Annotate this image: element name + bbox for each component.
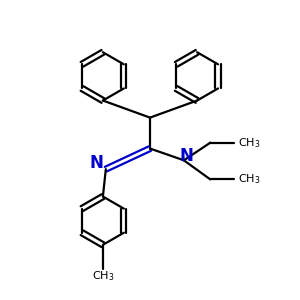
Text: CH$_3$: CH$_3$ [238, 172, 261, 186]
Text: CH$_3$: CH$_3$ [238, 136, 261, 149]
Text: N: N [89, 154, 103, 172]
Text: CH$_3$: CH$_3$ [92, 269, 114, 283]
Text: N: N [180, 148, 194, 166]
